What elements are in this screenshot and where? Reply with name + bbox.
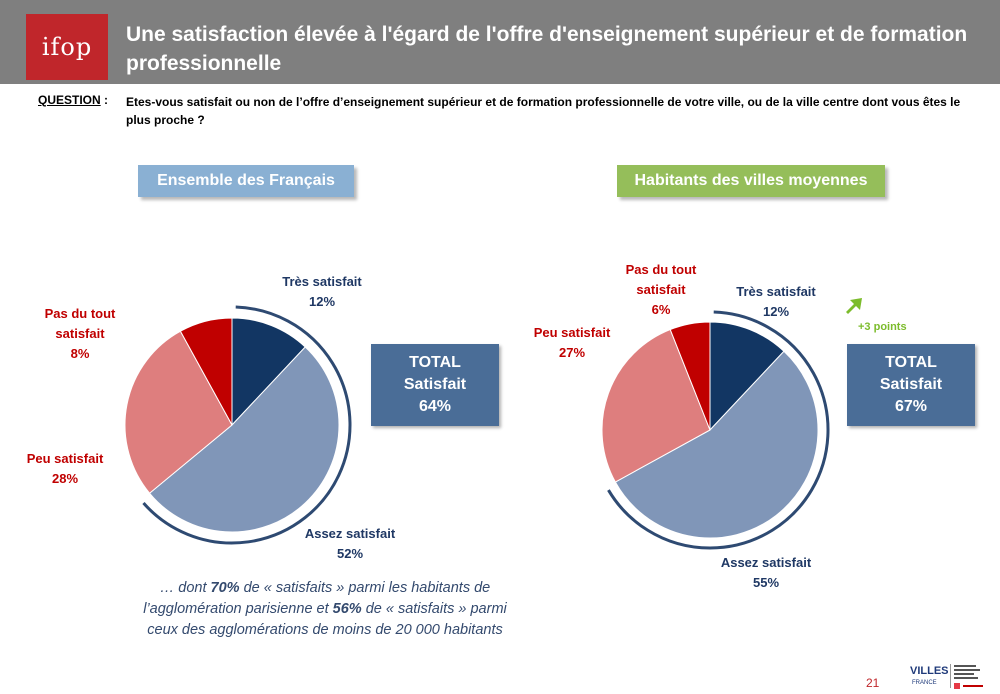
total-satisfait-right: TOTAL Satisfait 67% [847,344,975,426]
value-tres-satisfait-left: 12% [309,294,335,309]
note-bold-1: 70% [210,580,240,596]
villes-de-france-logo: VILLES FRANCE [910,664,983,689]
ifop-logo-text: ifop [41,33,93,61]
label-peu-satisfait-left: Peu satisfait [27,451,104,466]
label-pas-du-tout-right: Pas du tout [626,262,697,277]
pie-slice-peu-satisfait-right [601,328,711,483]
note-bold-2: 56% [332,601,362,617]
total-label-right-1: TOTAL [885,354,937,371]
value-peu-satisfait-left: 28% [52,471,78,486]
label-pas-du-tout-left: Pas du tout [45,306,116,321]
question-label: QUESTION [38,93,101,107]
total-value-left: 64% [418,398,452,415]
note-part-2: de « satisfaits » parmi les habitants de… [143,580,491,617]
delta-label: +3 points [858,321,907,333]
pie-slice-tres-satisfait-right [709,321,785,432]
pie-villes-moyennes [601,310,830,550]
ifop-logo: ifop [26,14,108,80]
label-tres-satisfait-left: Très satisfait [282,274,362,289]
pie-ensemble [124,305,352,545]
pie-slice-pas-du-tout-right [669,321,711,431]
label-pas-du-tout-right-2: satisfait [636,282,686,297]
slide-title: Une satisfaction élevée à l'égard de l'o… [126,23,968,75]
total-satisfait-left: TOTAL Satisfait 64% [371,344,499,426]
label-assez-satisfait-left: Assez satisfait [305,526,396,541]
group-label-villes-moyennes: Habitants des villes moyennes [617,165,885,197]
value-assez-satisfait-left: 52% [337,546,363,561]
value-peu-satisfait-right: 27% [559,345,585,360]
value-pas-du-tout-left: 8% [71,346,90,361]
question-text: Etes-vous satisfait ou non de l’offre d’… [126,95,961,127]
svg-text:VILLES: VILLES [910,665,949,677]
satisfied-arc-right [607,310,830,550]
svg-text:FRANCE: FRANCE [912,680,937,686]
note-part-3: de « satisfaits » parmi ceux des agglomé… [147,601,507,638]
pie-slice-assez-satisfait-right [614,350,819,539]
footnote: … dont 70% de « satisfaits » parmi les h… [140,578,510,641]
page-number: 21 [866,676,880,690]
total-label-left-1: TOTAL [409,354,461,371]
pie-slice-pas-du-tout-left [179,317,233,426]
total-label-left-2: Satisfait [403,376,467,393]
pie-slice-tres-satisfait-left [231,317,306,427]
value-assez-satisfait-right: 55% [753,575,779,590]
label-tres-satisfait-right: Très satisfait [736,284,816,299]
value-tres-satisfait-right: 12% [763,304,789,319]
pie-slice-assez-satisfait-left [148,346,340,533]
value-pas-du-tout-right: 6% [652,302,671,317]
label-assez-satisfait-right: Assez satisfait [721,555,812,570]
label-pas-du-tout-left-2: satisfait [55,326,105,341]
header-bar: ifop Une satisfaction élevée à l'égard d… [0,0,1000,84]
label-peu-satisfait-right: Peu satisfait [534,325,611,340]
pie-slice-peu-satisfait-left [124,330,233,494]
total-label-right-2: Satisfait [879,376,943,393]
satisfied-arc-left [142,305,352,545]
up-arrow-icon [846,298,862,314]
question-colon: : [104,93,108,107]
note-part-1: … dont [159,580,211,596]
total-value-right: 67% [894,398,928,415]
group-label-ensemble: Ensemble des Français [138,165,354,197]
